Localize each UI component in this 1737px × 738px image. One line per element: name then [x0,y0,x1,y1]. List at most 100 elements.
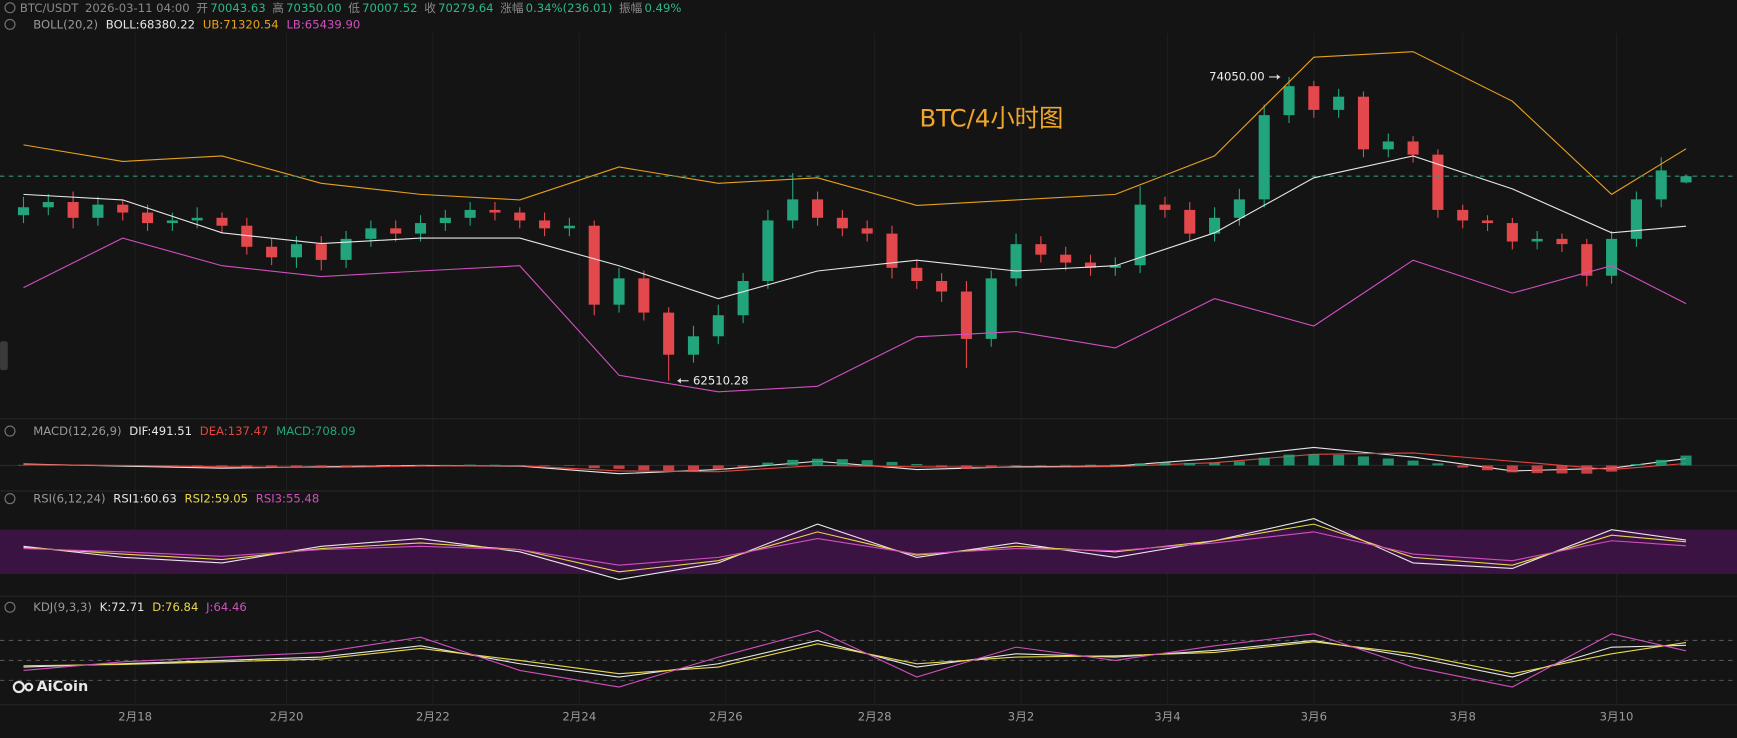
legend-entry: J:64.46 [205,600,247,614]
x-tick-label: 3月10 [1600,709,1634,723]
x-tick-label: 3月2 [1008,709,1034,723]
histogram-bar [290,465,302,468]
candle-body [166,220,178,224]
logo-icon [24,682,34,692]
candle-body [1382,141,1394,150]
histogram-bar [1481,465,1494,471]
x-tick-label: 2月28 [858,709,892,723]
collapse-icon [4,601,16,613]
x-tick-label: 3月6 [1301,709,1327,723]
candle-body [1084,262,1097,268]
logo-icon [12,680,25,694]
histogram-bar [1382,458,1394,466]
histogram-bar [1680,455,1692,466]
candle-body [787,199,799,221]
indicator-line [23,629,1687,688]
field-value: 70043.63 [210,0,265,14]
collapse-icon [4,425,16,437]
histogram-bar [241,465,253,467]
candle-body [563,225,575,229]
histogram-bar [737,465,749,467]
symbol: BTC/USDT [20,0,79,14]
histogram-bar [563,465,575,466]
histogram-bar [1159,462,1171,466]
legend-entry: RSI2:59.05 [185,491,248,505]
histogram-bar [911,464,923,466]
field-label: 开 [196,0,208,14]
candle-body [1258,115,1270,200]
histogram-bar [340,465,352,467]
candle-body [514,212,526,221]
candle-body [1308,86,1320,110]
histogram-bar [638,465,650,471]
candle-body [1035,244,1047,255]
field-label: 高 [272,0,284,14]
histogram-bar [712,465,724,470]
side-toggle[interactable] [0,341,8,371]
histogram-bar [1184,462,1196,466]
candle-body [1432,154,1444,210]
candle-body [638,278,650,313]
candle-body [489,209,501,213]
candle-body [936,280,948,292]
histogram-bar [42,464,54,466]
collapse-icon [4,2,16,14]
histogram-bar [414,465,427,466]
histogram-bar [142,465,154,466]
candle-body [886,233,898,268]
candle-body [1357,96,1369,150]
candle-body [687,336,700,355]
legend-entry: BOLL:68380.22 [106,17,195,31]
histogram-bar [1506,465,1518,473]
logo-text: AiCoin [37,679,89,695]
candle-body [737,280,749,316]
field-label: 低 [348,0,360,14]
candle-body [117,204,129,213]
histogram-bar [117,465,129,466]
candle-body [1010,244,1022,279]
legend-entry: K:72.71 [100,600,145,614]
x-tick-label: 2月18 [118,709,152,723]
candle-body [1407,141,1419,155]
indicator-line [23,51,1687,206]
candle-body [613,278,625,305]
x-tick-label: 2月24 [562,709,596,723]
candle-body [191,217,203,221]
arrow-head [1276,74,1281,80]
time: 2026-03-11 04:00 [85,0,190,14]
histogram-bar [216,465,228,467]
legend: KDJ(9,3,3) K:72.71 D:76.84 J:64.46 [33,600,247,614]
histogram-bar [1606,465,1618,472]
arrow-head [677,377,681,384]
field-value: 0.34%(236.01) [526,0,613,14]
legend-entry: RSI3:55.48 [256,491,319,505]
candle-body [1184,209,1196,234]
candle-body [1655,170,1667,200]
candle-body [539,220,551,229]
legend-entry: D:76.84 [152,600,198,614]
histogram-bar [985,465,997,468]
candle-body [1134,204,1146,266]
candle-body [142,212,154,224]
histogram-bar [315,465,327,468]
candle-body [340,238,352,260]
logo: AiCoin [12,679,89,695]
histogram-bar [886,461,898,466]
x-tick-label: 2月22 [416,709,450,723]
annotation: 74050.00 [1209,69,1264,83]
candle-body [985,278,997,339]
histogram-bar [1084,464,1097,466]
histogram-bar [1630,464,1642,466]
histogram-bar [1010,465,1022,467]
indicator-line [23,452,1687,473]
field-value: 70279.64 [438,0,493,14]
candle-body [911,267,923,281]
annotation: 62510.28 [693,373,748,387]
indicator-line [23,531,1687,566]
candle-body [812,199,824,218]
histogram-bar [191,465,203,467]
candle-body [1209,217,1221,234]
histogram-bar [1432,463,1444,466]
